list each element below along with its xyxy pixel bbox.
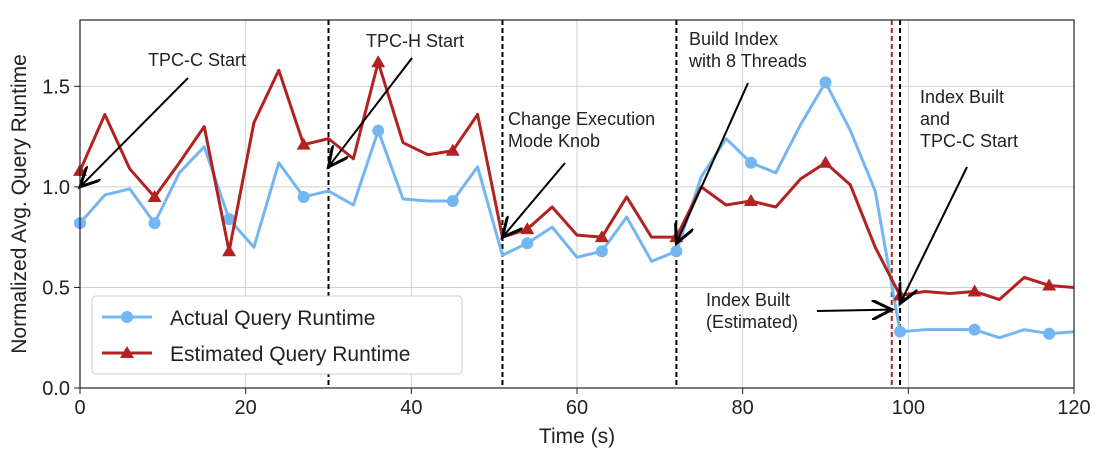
y-axis-label: Normalized Avg. Query Runtime — [8, 54, 31, 354]
estimated-runtime-point — [967, 284, 982, 297]
annotation-text: TPC-H Start — [366, 31, 464, 51]
estimated-runtime-point — [818, 155, 833, 168]
y-tick-label: 1.0 — [42, 177, 70, 199]
estimated-runtime-point — [743, 193, 758, 206]
annotation-text: Index Built — [920, 87, 1004, 107]
x-tick-label: 40 — [400, 397, 422, 419]
annotation-text: TPC-C Start — [920, 131, 1018, 151]
estimated-runtime-point — [296, 137, 311, 150]
estimated-runtime-point — [445, 143, 460, 156]
actual-runtime-point — [148, 217, 161, 230]
actual-runtime-point — [744, 156, 757, 169]
estimated-runtime-point — [147, 189, 162, 202]
x-tick-label: 20 — [235, 397, 257, 419]
annotation-text: Mode Knob — [508, 131, 600, 151]
actual-runtime-point — [595, 245, 608, 258]
estimated-runtime-point — [1042, 278, 1057, 291]
legend-estimated-marker — [120, 346, 134, 358]
annotation-arrow — [900, 166, 968, 304]
actual-runtime-point — [446, 194, 459, 207]
actual-runtime-point — [372, 124, 385, 137]
legend: Actual Query Runtime Estimated Query Run… — [91, 295, 463, 375]
actual-runtime-line — [78, 80, 1075, 340]
x-tick-label: 80 — [732, 397, 754, 419]
actual-runtime-point — [223, 213, 236, 226]
annotation-text: TPC-C Start — [148, 50, 246, 70]
actual-runtime-point — [1043, 327, 1056, 340]
legend-estimated-label: Estimated Query Runtime — [170, 343, 410, 366]
x-tick-label: 120 — [1057, 397, 1090, 419]
actual-runtime-point — [819, 76, 832, 89]
annotation-text: Index Built — [706, 290, 790, 310]
x-tick-label: 0 — [74, 397, 85, 419]
annotation-text: and — [920, 109, 950, 129]
actual-runtime-point — [521, 237, 534, 250]
annotation-arrow — [80, 77, 189, 187]
legend-actual-marker — [121, 311, 133, 323]
annotation-text: with 8 Threads — [688, 51, 807, 71]
estimated-runtime-point — [594, 230, 609, 243]
estimated-runtime-point — [520, 222, 535, 235]
annotation-arrow — [502, 162, 566, 237]
annotation-text: Build Index — [689, 29, 778, 49]
actual-runtime-point — [968, 323, 981, 336]
actual-runtime-point — [894, 325, 907, 338]
actual-runtime-point — [670, 245, 683, 258]
legend-actual-label: Actual Query Runtime — [170, 307, 375, 330]
annotation-arrow — [816, 310, 892, 311]
estimated-runtime-point — [222, 244, 237, 257]
legend-box — [91, 295, 463, 375]
annotation-text: (Estimated) — [706, 312, 798, 332]
y-tick-label: 0.0 — [42, 378, 70, 400]
annotation-text: Change Execution — [508, 109, 655, 129]
x-tick-label: 100 — [892, 397, 925, 419]
y-tick-label: 1.5 — [42, 76, 70, 98]
estimated-runtime-point — [371, 55, 386, 68]
annotation-arrow — [676, 82, 749, 243]
axes: 0 20 40 60 80 100 120 0.0 0.5 1.0 1.5 — [42, 76, 1091, 419]
x-axis-label: Time (s) — [539, 425, 615, 448]
annotation-arrow — [329, 57, 413, 167]
actual-runtime-point — [297, 190, 310, 203]
y-tick-label: 0.5 — [42, 277, 70, 299]
annotations: TPC-C Start TPC-H Start Change ExecutionMo… — [80, 29, 1018, 332]
x-tick-label: 60 — [566, 397, 588, 419]
